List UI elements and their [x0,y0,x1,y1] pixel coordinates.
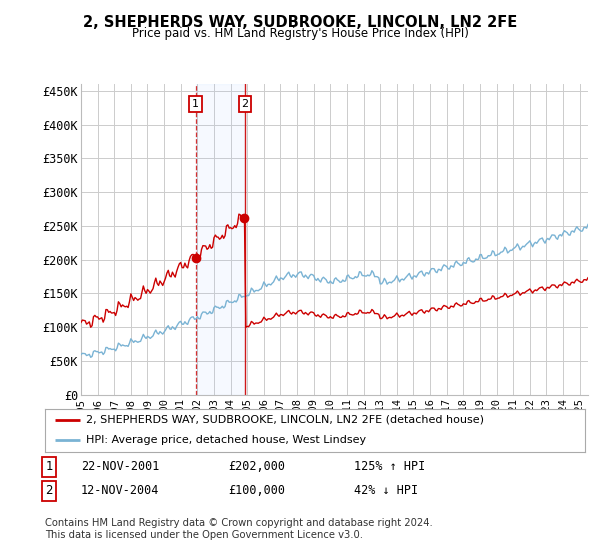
Text: HPI: Average price, detached house, West Lindsey: HPI: Average price, detached house, West… [86,435,365,445]
Text: 42% ↓ HPI: 42% ↓ HPI [354,484,418,497]
Text: 1: 1 [192,99,199,109]
Text: Price paid vs. HM Land Registry's House Price Index (HPI): Price paid vs. HM Land Registry's House … [131,27,469,40]
Text: 22-NOV-2001: 22-NOV-2001 [81,460,160,473]
Text: 125% ↑ HPI: 125% ↑ HPI [354,460,425,473]
Text: 2, SHEPHERDS WAY, SUDBROOKE, LINCOLN, LN2 2FE: 2, SHEPHERDS WAY, SUDBROOKE, LINCOLN, LN… [83,15,517,30]
Text: £202,000: £202,000 [228,460,285,473]
Text: 2: 2 [46,484,53,497]
Text: Contains HM Land Registry data © Crown copyright and database right 2024.
This d: Contains HM Land Registry data © Crown c… [45,518,433,540]
Text: 2, SHEPHERDS WAY, SUDBROOKE, LINCOLN, LN2 2FE (detached house): 2, SHEPHERDS WAY, SUDBROOKE, LINCOLN, LN… [86,415,484,424]
Text: 1: 1 [46,460,53,473]
Text: £100,000: £100,000 [228,484,285,497]
Bar [196,84,245,395]
Text: 12-NOV-2004: 12-NOV-2004 [81,484,160,497]
Text: 2: 2 [242,99,248,109]
